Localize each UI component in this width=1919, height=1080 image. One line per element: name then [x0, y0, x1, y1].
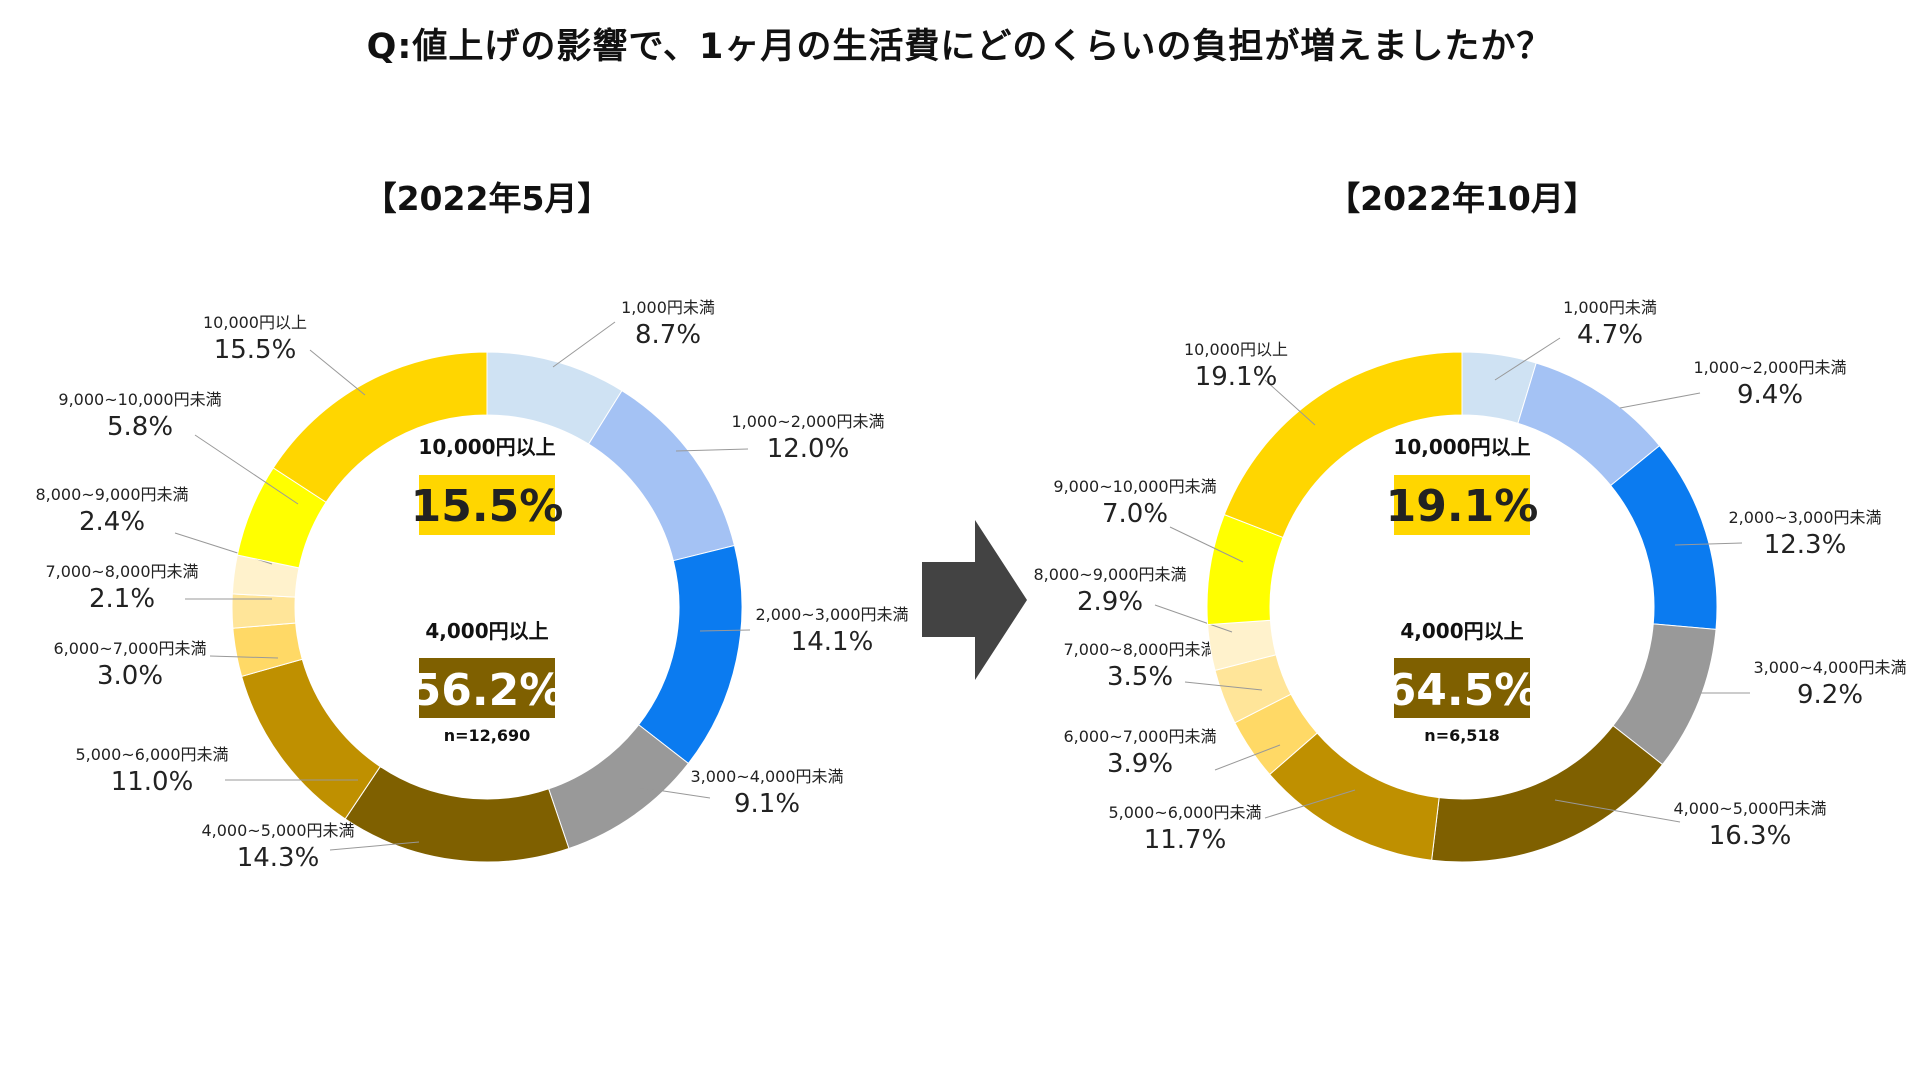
slice-value-label: 11.7% — [1144, 825, 1227, 855]
leader-line — [1169, 526, 1244, 563]
slice-1 — [587, 389, 736, 562]
leader-line — [1154, 604, 1233, 633]
center-value-4000: 56.2% — [411, 665, 564, 716]
slice-value-label: 15.5% — [214, 335, 297, 365]
slice-value-label: 11.0% — [111, 767, 194, 797]
slice-label: 6,000~7,000円未満 — [1063, 727, 1216, 746]
leader-line — [209, 655, 279, 659]
leader-line — [309, 349, 366, 396]
slice-value-label: 8.7% — [635, 320, 701, 350]
slice-value-label: 14.3% — [237, 843, 320, 873]
slice-value-label: 3.5% — [1107, 662, 1173, 692]
slice-label: 9,000~10,000円未満 — [58, 390, 221, 409]
slice-label: 8,000~9,000円未満 — [35, 485, 188, 504]
leader-line — [1214, 744, 1281, 771]
highlight-box-dark — [419, 658, 555, 718]
slice-value-label: 5.8% — [107, 412, 173, 442]
slice-10 — [1223, 351, 1463, 539]
right-arrow-icon — [922, 520, 1027, 680]
slice-value-label: 2.4% — [79, 507, 145, 537]
donut-chart-0: 1,000円未満 8.7% 1,000~2,000円未満 12.0% 2,000~3,0… — [35, 298, 908, 873]
sample-size: n=12,690 — [444, 726, 531, 745]
slice-10 — [272, 351, 488, 503]
highlight-box-yellow — [1394, 475, 1530, 535]
highlight-box-yellow — [419, 475, 555, 535]
leader-line — [675, 448, 749, 452]
slice-label: 7,000~8,000円未満 — [1063, 640, 1216, 659]
slice-value-label: 3.9% — [1107, 749, 1173, 779]
slice-4 — [344, 765, 570, 863]
leader-line — [194, 434, 299, 505]
center-label-10000: 10,000円以上 — [418, 435, 555, 459]
slice-label: 2,000~3,000円未満 — [755, 605, 908, 624]
slice-value-label: 9.2% — [1797, 680, 1863, 710]
slice-label: 5,000~6,000円未満 — [75, 745, 228, 764]
slice-value-label: 2.1% — [89, 584, 155, 614]
leader-line — [1264, 789, 1356, 819]
highlight-box-dark — [1394, 658, 1530, 718]
center-value-4000: 64.5% — [1386, 665, 1539, 716]
slice-value-label: 16.3% — [1709, 821, 1792, 851]
sample-size: n=6,518 — [1424, 726, 1499, 745]
slice-label: 3,000~4,000円未満 — [690, 767, 843, 786]
slice-value-label: 2.9% — [1077, 587, 1143, 617]
slice-value-label: 12.3% — [1764, 530, 1847, 560]
slice-2 — [1609, 444, 1718, 630]
leader-line — [329, 841, 420, 851]
slice-label: 9,000~10,000円未満 — [1053, 477, 1216, 496]
leader-line — [1494, 337, 1561, 381]
slice-label: 1,000円未満 — [1563, 298, 1657, 317]
slice-label: 1,000~2,000円未満 — [731, 412, 884, 431]
slice-value-label: 9.4% — [1737, 380, 1803, 410]
slice-label: 4,000~5,000円未満 — [1673, 799, 1826, 818]
center-value-10000: 19.1% — [1386, 481, 1539, 532]
leader-line — [1264, 379, 1316, 426]
leader-line — [1619, 392, 1701, 409]
slice-label: 3,000~4,000円未満 — [1753, 658, 1906, 677]
slice-label: 5,000~6,000円未満 — [1108, 803, 1261, 822]
slice-value-label: 12.0% — [767, 434, 850, 464]
slice-label: 2,000~3,000円未満 — [1728, 508, 1881, 527]
center-value-10000: 15.5% — [411, 481, 564, 532]
slice-label: 7,000~8,000円未満 — [45, 562, 198, 581]
slice-value-label: 9.1% — [734, 789, 800, 819]
slice-value-label: 3.0% — [97, 661, 163, 691]
leader-line — [1674, 542, 1743, 546]
leader-line — [1554, 799, 1681, 823]
chart-title-may: 【2022年5月】 — [363, 179, 611, 218]
center-label-10000: 10,000円以上 — [1393, 435, 1530, 459]
slice-label: 1,000円未満 — [621, 298, 715, 317]
slice-value-label: 19.1% — [1195, 362, 1278, 392]
leader-line — [636, 786, 711, 799]
leader-line — [699, 629, 751, 632]
slice-5 — [241, 658, 381, 820]
slice-value-label: 7.0% — [1102, 499, 1168, 529]
leader-line — [1184, 681, 1263, 691]
slice-label: 10,000円以上 — [203, 313, 307, 332]
center-label-4000: 4,000円以上 — [1400, 619, 1523, 643]
donut-chart-1: 1,000円未満 4.7% 1,000~2,000円未満 9.4% 2,000~3,00… — [1033, 298, 1907, 863]
slice-label: 10,000円以上 — [1184, 340, 1288, 359]
slice-label: 1,000~2,000円未満 — [1693, 358, 1846, 377]
leader-line — [552, 321, 616, 368]
slice-2 — [637, 544, 743, 765]
slice-label: 8,000~9,000円未満 — [1033, 565, 1186, 584]
slice-label: 6,000~7,000円未満 — [53, 639, 206, 658]
slice-value-label: 4.7% — [1577, 320, 1643, 350]
chart-title-october: 【2022年10月】 — [1327, 179, 1597, 218]
center-label-4000: 4,000円以上 — [425, 619, 548, 643]
slice-label: 4,000~5,000円未満 — [201, 821, 354, 840]
page-title: Q:値上げの影響で、1ヶ月の生活費にどのくらいの負担が増えましたか？ — [366, 27, 1553, 67]
slice-value-label: 14.1% — [791, 627, 874, 657]
slice-4 — [1431, 724, 1664, 863]
